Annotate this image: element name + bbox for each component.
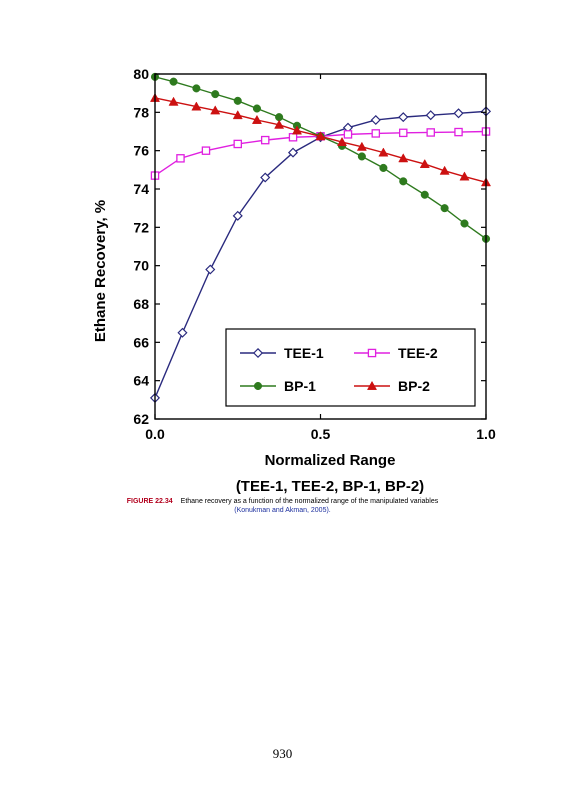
y-tick-label: 68 xyxy=(133,296,149,312)
y-tick-label: 64 xyxy=(133,373,149,389)
data-point-bp-1 xyxy=(252,104,261,113)
x-axis-label: Normalized Range xyxy=(265,452,396,469)
data-point-bp-1 xyxy=(460,219,469,228)
data-point-bp-1 xyxy=(169,77,178,86)
data-point-tee-1 xyxy=(177,327,188,338)
legend-label-bp-2: BP-2 xyxy=(398,378,430,394)
legend: TEE-1 TEE-2 BP-1 BP-2 xyxy=(225,328,476,407)
data-point-bp-2 xyxy=(274,119,285,129)
legend-marker-tee-2 xyxy=(367,348,377,358)
legend-label-tee-1: TEE-1 xyxy=(284,345,324,361)
data-point-bp-2 xyxy=(168,96,179,106)
data-point-bp-2 xyxy=(356,141,367,151)
data-point-bp-2 xyxy=(336,136,348,146)
data-point-tee-2 xyxy=(260,135,270,145)
caption-citation: (Konukman and Akman, 2005). xyxy=(234,507,331,514)
legend-marker-bp-1 xyxy=(253,381,263,391)
y-tick-label: 62 xyxy=(133,411,149,427)
data-point-tee-2 xyxy=(176,154,185,163)
data-point-tee-2 xyxy=(398,128,408,138)
y-axis-label: Ethane Recovery, % xyxy=(92,200,109,342)
data-point-tee-2 xyxy=(201,146,211,155)
data-point-bp-1 xyxy=(211,90,220,99)
legend-marker-bp-2 xyxy=(366,380,378,390)
data-point-bp-2 xyxy=(232,110,243,120)
caption-citation-line: (Konukman and Akman, 2005). xyxy=(0,506,565,515)
data-point-tee-1 xyxy=(260,172,271,183)
data-point-tee-2 xyxy=(454,127,463,137)
data-point-bp-2 xyxy=(398,153,409,163)
data-point-tee-1 xyxy=(370,114,381,126)
legend-marker-tee-1 xyxy=(252,347,264,359)
data-point-tee-2 xyxy=(233,139,242,149)
y-tick-label: 78 xyxy=(133,104,149,120)
caption-text: Ethane recovery as a function of the nor… xyxy=(180,498,439,505)
data-point-tee-1 xyxy=(398,112,409,123)
data-point-bp-1 xyxy=(357,152,366,161)
data-point-bp-2 xyxy=(210,105,221,115)
data-point-bp-2 xyxy=(191,101,202,111)
data-point-bp-1 xyxy=(379,163,388,172)
data-point-bp-2 xyxy=(459,171,470,181)
data-point-tee-2 xyxy=(343,130,353,139)
series-line-bp-1 xyxy=(154,76,487,240)
y-tick-label: 66 xyxy=(133,334,149,350)
data-point-tee-1 xyxy=(453,108,464,119)
y-tick-label: 80 xyxy=(133,66,149,82)
data-point-bp-2 xyxy=(419,158,430,169)
data-point-bp-1 xyxy=(399,177,408,186)
data-point-tee-2 xyxy=(288,132,298,142)
data-point-tee-1 xyxy=(205,264,216,275)
legend-label-tee-2: TEE-2 xyxy=(398,345,438,361)
data-point-bp-2 xyxy=(251,114,262,124)
data-point-bp-2 xyxy=(315,131,326,141)
figure-caption: FIGURE 22.34 Ethane recovery as a functio… xyxy=(0,497,565,506)
data-point-tee-2 xyxy=(426,128,435,137)
data-point-bp-1 xyxy=(233,96,242,105)
legend-box xyxy=(225,328,476,407)
y-tick-label: 70 xyxy=(133,258,149,274)
data-point-bp-1 xyxy=(440,204,449,213)
page-number: 930 xyxy=(272,746,293,761)
data-point-bp-1 xyxy=(192,84,201,93)
x-axis-sublabel: (TEE-1, TEE-2, BP-1, BP-2) xyxy=(236,478,424,495)
data-point-bp-1 xyxy=(420,190,429,199)
data-point-bp-2 xyxy=(291,125,303,135)
figure-number: FIGURE 22.34 xyxy=(126,498,173,505)
x-tick-label: 1.0 xyxy=(476,426,496,442)
x-tick-label: 0.5 xyxy=(311,426,331,442)
data-point-bp-2 xyxy=(378,147,389,157)
y-tick-label: 74 xyxy=(133,181,149,197)
data-point-tee-1 xyxy=(232,210,243,221)
data-point-tee-2 xyxy=(371,129,381,138)
data-point-tee-1 xyxy=(287,147,299,158)
data-point-bp-2 xyxy=(439,165,450,175)
y-tick-label: 76 xyxy=(133,143,149,159)
x-tick-label: 0.0 xyxy=(145,426,165,442)
data-point-tee-1 xyxy=(425,110,436,121)
legend-label-bp-1: BP-1 xyxy=(284,378,316,394)
y-tick-label: 72 xyxy=(133,219,149,235)
